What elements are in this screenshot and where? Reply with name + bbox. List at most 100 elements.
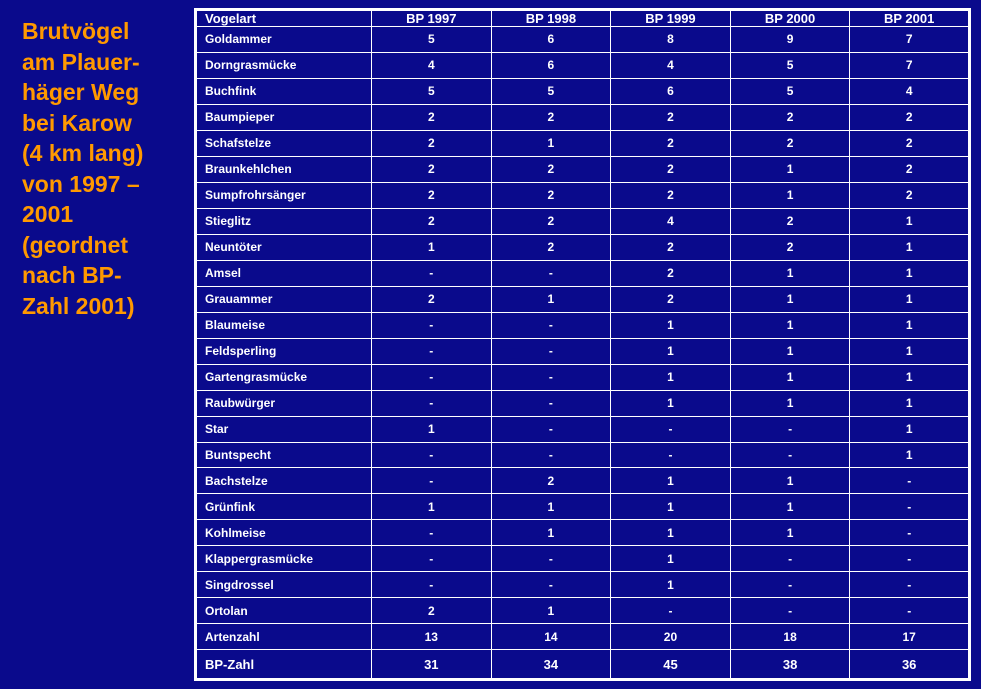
cell-bp-2001: 1 [849,441,970,469]
cell-bp-2000: 18 [729,623,851,651]
table-row: Ortolan 2 1- - - [195,597,970,625]
table-row: Star 1- - -1 [195,415,970,443]
breeding-birds-table-container: Vogelart BP 1997 BP 1998 BP 1999 BP 2000… [194,8,971,681]
cell-bp-1998: 6 [490,26,612,53]
cell-species: Klappergrasmücke [195,545,372,573]
cell-bp-2000: 1 [729,389,851,417]
table-row: Buchfink 5 5 6 5 4 [195,77,970,105]
cell-bp-1998: 6 [490,51,612,79]
table-row: Stieglitz 2 2 4 2 1 [195,207,970,235]
cell-bp-1999: 4 [610,51,731,79]
bp-zahl-row: BP-Zahl 31 34 45 38 36 [195,649,970,680]
cell-bp-1998: - [490,259,612,287]
cell-bp-2001: 1 [849,233,970,261]
cell-bp-2001: 1 [849,259,970,287]
cell-bp-1998: 2 [490,181,612,209]
cell-bp-2001: - [849,597,970,625]
cell-bp-2000: 5 [729,51,851,79]
cell-bp-2001: 2 [849,103,970,131]
cell-species: Artenzahl [195,623,372,651]
cell-bp-1997: - [371,337,492,365]
cell-bp-1999: 45 [610,649,731,680]
cell-bp-1999: 1 [610,389,731,417]
table-row: Sumpfrohrsänger 2 2 2 1 2 [195,181,970,209]
cell-species: BP-Zahl [195,649,372,680]
cell-species: Sumpfrohrsänger [195,181,372,209]
cell-bp-2000: 1 [729,259,851,287]
cell-bp-1998: 2 [490,467,612,495]
cell-species: Braunkehlchen [195,155,372,183]
cell-species: Stieglitz [195,207,372,235]
cell-bp-1997: - [371,363,492,391]
table-row: Raubwürger - -1 1 1 [195,389,970,417]
cell-bp-1997: 2 [371,207,492,235]
header-bp-1999: BP 1999 [610,9,731,27]
cell-bp-1999: 8 [610,26,731,53]
cell-bp-1999: 1 [610,467,731,495]
cell-bp-2001: 1 [849,389,970,417]
table-row: Kohlmeise -1 1 1- [195,519,970,547]
cell-bp-2001: 2 [849,129,970,157]
cell-species: Grünfink [195,493,372,521]
table-row: Grünfink 1 1 1 1- [195,493,970,521]
cell-bp-1997: 13 [371,623,492,651]
table-row: Dorngrasmücke 4 6 4 5 7 [195,51,970,79]
cell-bp-2001: 1 [849,363,970,391]
cell-bp-1998: 1 [490,597,612,625]
table-row: Braunkehlchen 2 2 2 1 2 [195,155,970,183]
cell-bp-2000: - [729,571,851,599]
cell-bp-1999: 20 [610,623,731,651]
header-vogelart: Vogelart [195,9,372,27]
cell-bp-1997: 5 [371,77,492,105]
cell-bp-1998: 34 [490,649,612,680]
cell-bp-1998: - [490,363,612,391]
cell-bp-2000: 2 [729,233,851,261]
cell-bp-1998: - [490,415,612,443]
cell-bp-2001: 7 [849,51,970,79]
header-bp-2001: BP 2001 [849,9,970,27]
cell-bp-1997: - [371,519,492,547]
cell-species: Gartengrasmücke [195,363,372,391]
cell-bp-1997: - [371,389,492,417]
cell-species: Schafstelze [195,129,372,157]
header-bp-1997: BP 1997 [371,9,492,27]
cell-bp-1999: 1 [610,519,731,547]
cell-species: Feldsperling [195,337,372,365]
table-row: Bachstelze -2 1 1- [195,467,970,495]
cell-species: Star [195,415,372,443]
cell-bp-1997: 2 [371,181,492,209]
cell-species: Amsel [195,259,372,287]
cell-bp-2000: 1 [729,467,851,495]
cell-bp-1998: 1 [490,285,612,313]
cell-bp-1997: 31 [371,649,492,680]
table-row: Blaumeise - -1 1 1 [195,311,970,339]
cell-bp-1998: - [490,545,612,573]
cell-bp-2001: 1 [849,311,970,339]
cell-bp-2001: 17 [849,623,970,651]
cell-bp-2000: - [729,415,851,443]
cell-bp-1999: - [610,441,731,469]
table-row: Baumpieper 2 2 2 2 2 [195,103,970,131]
cell-bp-2000: 1 [729,493,851,521]
cell-bp-1997: 2 [371,129,492,157]
cell-bp-1999: - [610,415,731,443]
cell-bp-2000: 1 [729,311,851,339]
cell-bp-2000: - [729,441,851,469]
cell-species: Neuntöter [195,233,372,261]
cell-bp-2000: 38 [729,649,851,680]
cell-bp-1999: 1 [610,545,731,573]
cell-bp-2001: - [849,467,970,495]
table-row: Gartengrasmücke - -1 1 1 [195,363,970,391]
cell-bp-1998: - [490,441,612,469]
cell-bp-1997: - [371,571,492,599]
cell-bp-2001: 1 [849,285,970,313]
cell-bp-1998: 2 [490,155,612,183]
cell-species: Ortolan [195,597,372,625]
cell-species: Buntspecht [195,441,372,469]
cell-bp-2000: 9 [729,26,851,53]
cell-bp-1997: 1 [371,493,492,521]
breeding-birds-table: Vogelart BP 1997 BP 1998 BP 1999 BP 2000… [194,8,971,681]
cell-bp-1999: 1 [610,571,731,599]
cell-bp-1997: 2 [371,597,492,625]
cell-bp-1998: - [490,337,612,365]
